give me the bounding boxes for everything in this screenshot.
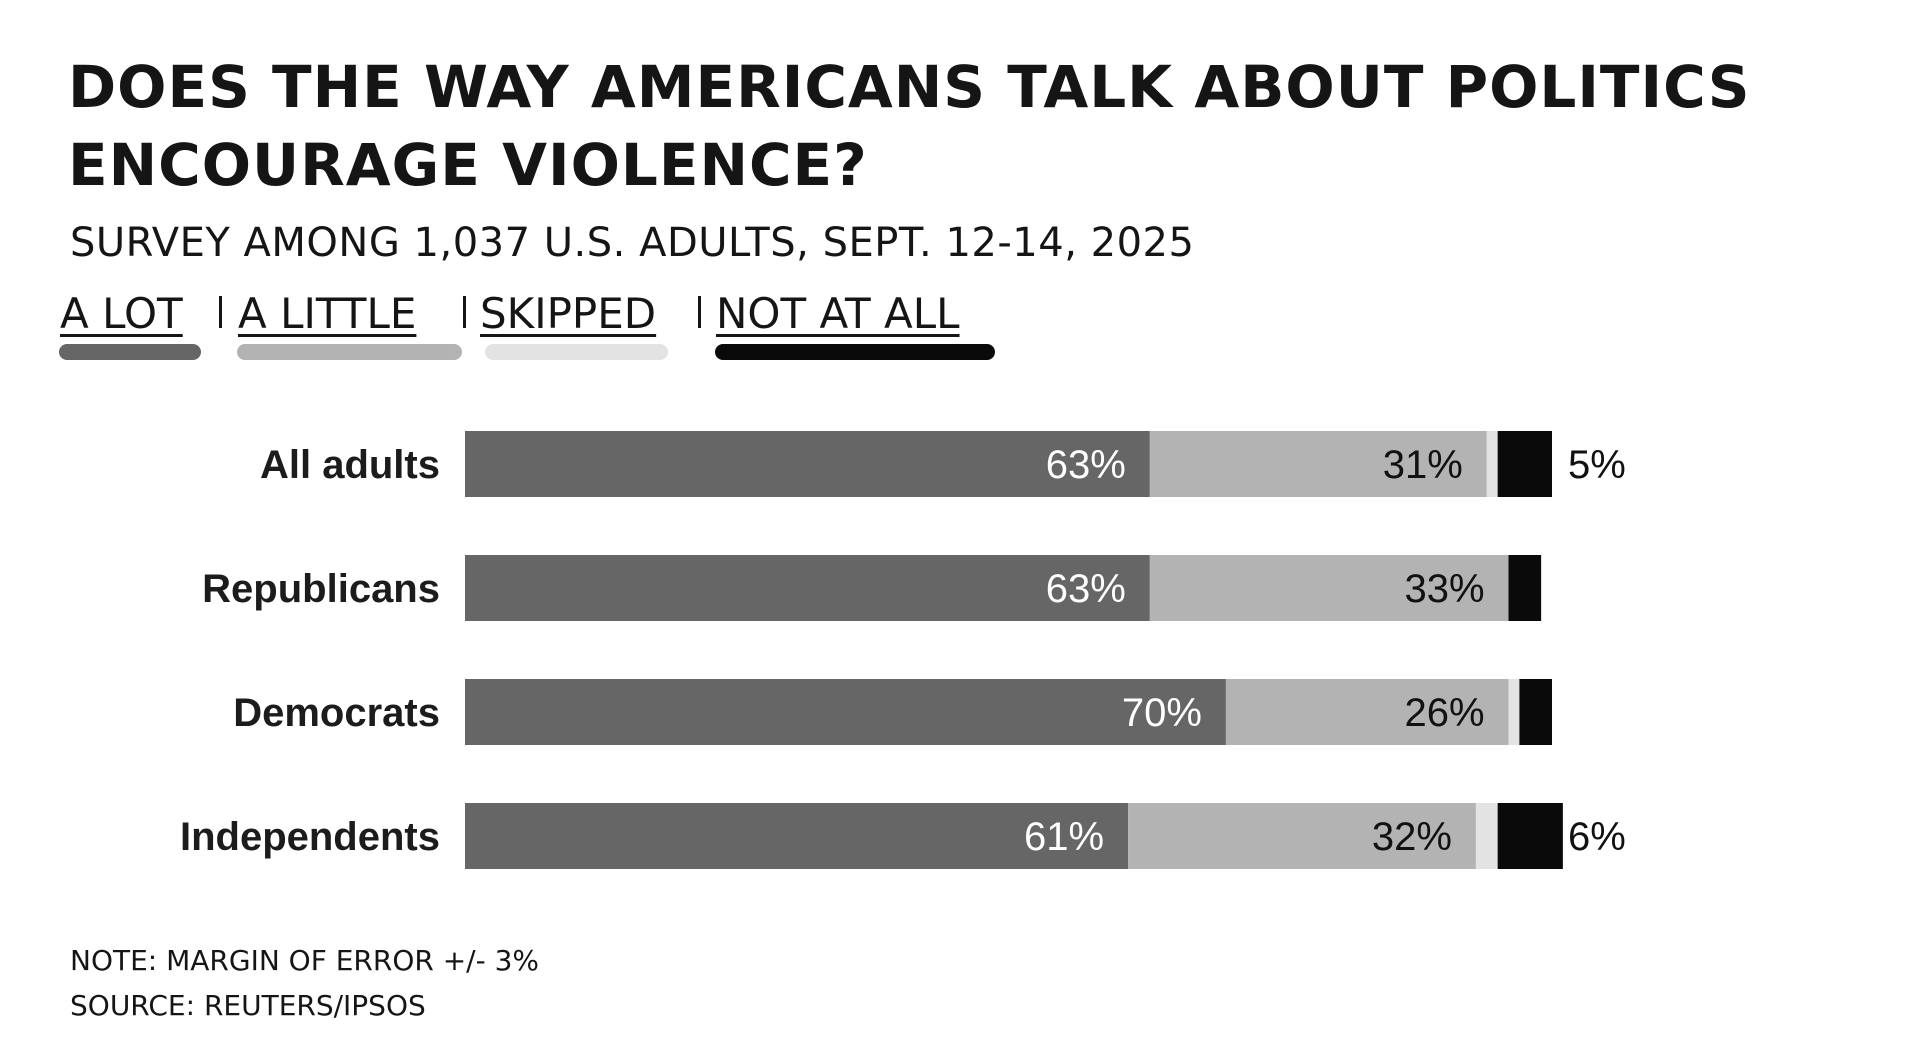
stacked-bar-chart: All adults 63% 31% 5% Republicans 63% 33% Democ…	[180, 431, 1626, 869]
legend-item-skipped: SKIPPED	[480, 288, 668, 360]
bar-democrats-a-lot	[465, 679, 1226, 745]
value-label-democrats-a-lot: 70%	[1122, 691, 1202, 735]
bar-all-adults-skipped	[1486, 431, 1498, 497]
legend-separator	[698, 296, 701, 328]
legend-separator	[463, 296, 466, 328]
bar-democrats-skipped	[1508, 679, 1520, 745]
bar-all-adults-a-lot	[465, 431, 1150, 497]
bar-republicans-not-at-all	[1508, 555, 1542, 621]
value-label-all-adults-not-at-all: 5%	[1568, 443, 1626, 487]
bar-independents-not-at-all	[1497, 803, 1563, 869]
bar-republicans-a-lot	[465, 555, 1150, 621]
bar-independents-a-little	[1128, 803, 1476, 869]
bar-all-adults-not-at-all	[1497, 431, 1552, 497]
legend-item-a-little: A LITTLE	[237, 288, 462, 360]
value-label-independents-a-lot: 61%	[1024, 815, 1104, 859]
value-label-independents-not-at-all: 6%	[1568, 815, 1626, 859]
bar-independents-a-lot	[465, 803, 1129, 869]
value-label-all-adults-a-lot: 63%	[1046, 443, 1126, 487]
bar-democrats-not-at-all	[1519, 679, 1552, 745]
category-label-independents: Independents	[180, 815, 440, 859]
legend-item-a-lot: A LOT	[59, 288, 201, 360]
chart-title: DOES THE WAY AMERICANS TALK ABOUT POLITI…	[68, 53, 1751, 199]
legend-label-a-little: A LITTLE	[238, 289, 417, 338]
value-label-all-adults-a-little: 31%	[1383, 443, 1463, 487]
footnotes: NOTE: MARGIN OF ERROR +/- 3% SOURCE: REU…	[70, 938, 539, 1028]
value-label-republicans-a-little: 33%	[1404, 567, 1484, 611]
bar-all-adults-a-little	[1149, 431, 1487, 497]
legend-separator	[219, 296, 222, 328]
category-label-republicans: Republicans	[202, 567, 440, 611]
legend: A LOT A LITTLE SKIPPED NOT AT ALL	[59, 288, 1060, 368]
value-label-republicans-a-lot: 63%	[1046, 567, 1126, 611]
category-label-all-adults: All adults	[260, 443, 440, 487]
note-margin-of-error: NOTE: MARGIN OF ERROR +/- 3%	[70, 944, 540, 977]
bar-republicans-a-little	[1149, 555, 1509, 621]
category-label-democrats: Democrats	[233, 691, 440, 735]
legend-swatch-skipped	[485, 344, 668, 360]
legend-item-not-at-all: NOT AT ALL	[715, 288, 995, 360]
value-label-independents-a-little: 32%	[1372, 815, 1452, 859]
legend-swatch-not-at-all	[715, 344, 995, 360]
value-label-democrats-a-little: 26%	[1404, 691, 1484, 735]
bar-democrats-a-little	[1225, 679, 1509, 745]
bar-independents-skipped	[1475, 803, 1498, 869]
legend-label-a-lot: A LOT	[60, 289, 183, 338]
legend-swatch-a-little	[237, 344, 462, 360]
legend-label-skipped: SKIPPED	[480, 289, 657, 338]
note-source: SOURCE: REUTERS/IPSOS	[70, 989, 426, 1022]
legend-label-not-at-all: NOT AT ALL	[716, 289, 960, 338]
legend-swatch-a-lot	[59, 344, 201, 360]
chart-subtitle: SURVEY AMONG 1,037 U.S. ADULTS, SEPT. 12…	[70, 220, 1195, 266]
